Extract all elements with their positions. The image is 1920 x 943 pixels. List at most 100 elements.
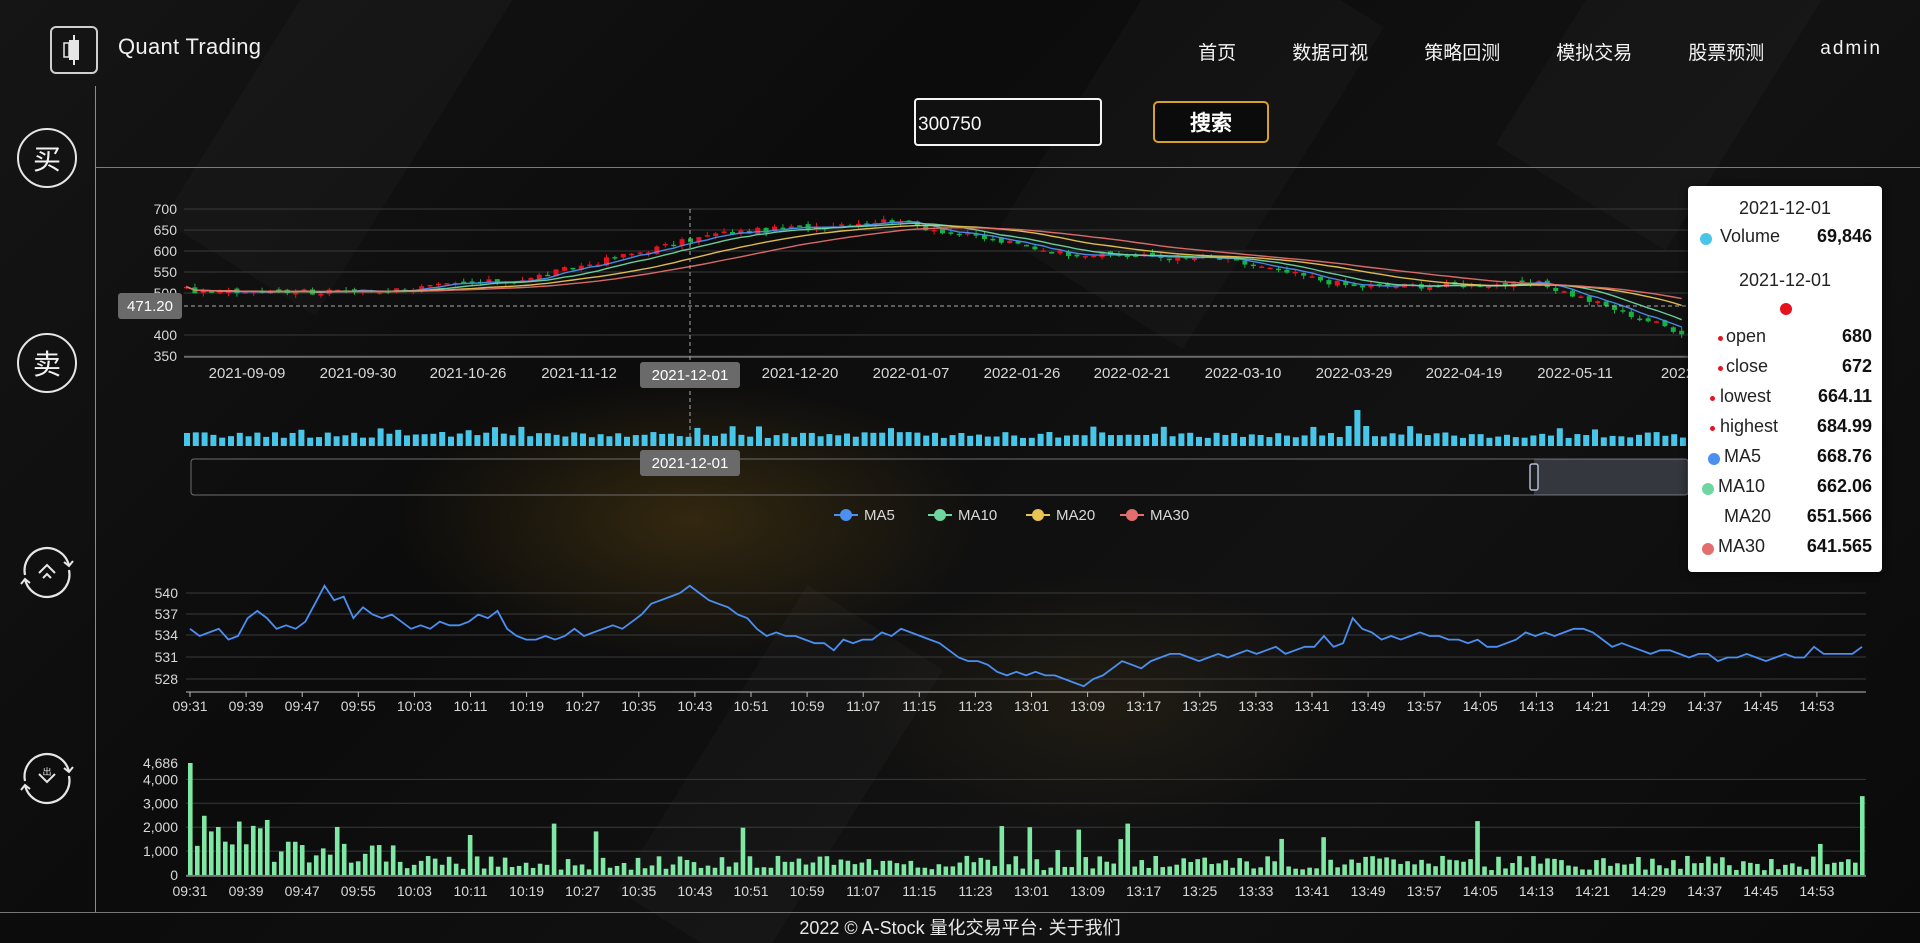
volume-bar (632, 435, 639, 446)
volume-bar (764, 437, 771, 446)
volume-bar (553, 434, 560, 446)
volume-bar (1134, 434, 1141, 446)
tooltip-value: 641.565 (1806, 536, 1872, 556)
nav-item-stock-prediction[interactable]: 股票预测 (1688, 43, 1765, 64)
sell-label: 卖 (32, 349, 61, 380)
ivol-bar (1580, 869, 1585, 875)
volume-bar (1671, 434, 1678, 446)
ivol-bar (1454, 860, 1459, 875)
volume-bar (439, 432, 446, 446)
candlestick-icon[interactable] (50, 26, 98, 74)
kline-chart[interactable]: 700650600550500400350 2021-09-092021-09-… (96, 186, 1688, 526)
kline-x-tick: 2022-04-19 (1426, 365, 1503, 382)
ivol-bar (1139, 860, 1145, 875)
ivol-x-tick: 10:19 (509, 883, 544, 899)
kline-y-tick: 350 (154, 348, 178, 364)
candle-body (1015, 241, 1021, 244)
candle-body (662, 243, 668, 246)
volume-bar (386, 433, 393, 446)
ivol-bar (663, 868, 669, 875)
kline-x-tick: 2022-01-26 (984, 365, 1061, 382)
volume-bar (756, 426, 762, 446)
volume-bar (1680, 437, 1686, 446)
intraday-x-tick: 13:33 (1238, 698, 1273, 714)
tooltip-value: 672 (1841, 356, 1872, 376)
transfer-out-icon[interactable]: 出 (17, 748, 77, 808)
volume-bar (1565, 437, 1572, 446)
stock-search-input[interactable] (914, 98, 1102, 146)
ivol-x-tick: 14:37 (1687, 883, 1722, 899)
volume-bar (1292, 437, 1299, 446)
ivol-bar (922, 867, 928, 875)
ivol-bar (439, 864, 445, 875)
ivol-x-tick: 10:51 (733, 883, 768, 899)
candle-body (1267, 267, 1273, 270)
volume-bar (1556, 428, 1563, 446)
sell-button[interactable]: 卖 (17, 333, 77, 393)
datazoom-slider-track (190, 458, 1688, 496)
volume-bar (624, 436, 630, 446)
nav-item-backtest[interactable]: 策略回测 (1424, 43, 1501, 64)
buy-button[interactable]: 买 (17, 128, 77, 188)
ivol-x-tick: 10:35 (621, 883, 656, 899)
ivol-y-tick: 4,686 (143, 755, 178, 771)
ivol-bar (1223, 860, 1228, 875)
intraday-y-tick: 534 (155, 627, 179, 643)
intraday-x-tick: 09:47 (285, 698, 320, 714)
ivol-y-tick: 0 (170, 867, 178, 883)
ivol-bar (1706, 856, 1711, 875)
transfer-in-icon[interactable] (17, 542, 77, 602)
ivol-bar (705, 865, 711, 875)
intraday-x-tick: 09:39 (229, 698, 264, 714)
ivol-bar (530, 867, 536, 875)
ivol-bar (1797, 866, 1802, 875)
candle-body (998, 237, 1004, 243)
ivol-bar (1699, 862, 1704, 875)
candle-body (1427, 286, 1433, 290)
volume-bar (377, 428, 384, 446)
ivol-bar (1405, 861, 1410, 875)
ivol-bar (537, 863, 543, 875)
intraday-x-tick: 10:51 (733, 698, 768, 714)
ivol-bar (1657, 865, 1662, 875)
nav-item-data-visualization[interactable]: 数据可视 (1292, 43, 1369, 64)
ivol-bar (901, 864, 907, 875)
ivol-bar (1188, 862, 1193, 875)
ivol-bar (474, 856, 480, 875)
ivol-bar (1328, 859, 1333, 875)
nav-user-admin[interactable]: admin (1820, 38, 1882, 59)
ivol-x-tick: 10:03 (397, 883, 432, 899)
nav-item-simulated-trading[interactable]: 模拟交易 (1556, 43, 1633, 64)
candle-body (436, 283, 441, 286)
volume-bar (1240, 436, 1246, 446)
ivol-bar (488, 856, 494, 875)
ivol-bar (1671, 860, 1676, 875)
intraday-price-chart[interactable]: 540 537 534 531 528 09:31 09:39 09:47 09:55 10:0… (96, 570, 1896, 720)
volume-bar (1644, 432, 1651, 446)
ivol-bar (299, 845, 305, 875)
ivol-bar (593, 831, 599, 875)
legend-label-ma30: MA30 (1150, 507, 1189, 524)
nav-item-home[interactable]: 首页 (1198, 43, 1237, 64)
candle-body (881, 219, 887, 223)
ivol-bar (586, 869, 592, 875)
volume-bar (1627, 437, 1634, 446)
intraday-x-tick: 11:07 (846, 698, 880, 714)
volume-bar (580, 433, 586, 446)
app-logo-text[interactable]: Quant Trading (118, 34, 262, 59)
volume-bar (720, 433, 727, 446)
volume-bar (1002, 432, 1009, 446)
ivol-bar (1293, 868, 1298, 875)
ivol-bar (1272, 861, 1277, 875)
ivol-bar (1440, 855, 1445, 875)
candle-body (1175, 255, 1181, 261)
ivol-x-tick: 13:41 (1294, 883, 1329, 899)
ivol-bar (1692, 863, 1697, 875)
candle-body (1578, 296, 1584, 298)
footer-text[interactable]: 2022 © A-Stock 量化交易平台· 关于我们 (799, 918, 1121, 938)
search-button[interactable]: 搜索 (1153, 101, 1269, 143)
ivol-x-tick: 14:45 (1743, 883, 1778, 899)
intraday-x-tick: 14:21 (1575, 698, 1610, 714)
candle-body (1192, 258, 1197, 261)
